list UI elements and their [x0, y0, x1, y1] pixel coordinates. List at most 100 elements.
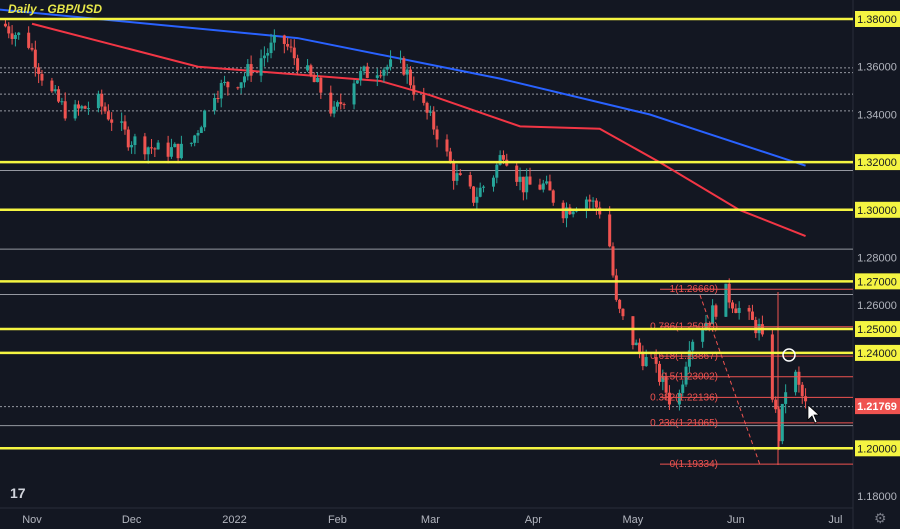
- time-tick-label: May: [623, 514, 644, 526]
- key-level-badge: [855, 321, 900, 338]
- candle-body: [106, 111, 110, 120]
- candle-body: [687, 350, 691, 367]
- candle-body: [150, 147, 154, 149]
- candle-body: [312, 75, 316, 83]
- candle-body: [196, 132, 200, 136]
- candle-body: [153, 148, 157, 150]
- candle-body: [734, 308, 738, 313]
- ma100-line: [31, 22, 806, 237]
- key-level-label: 1.20000: [857, 443, 897, 455]
- candle-body: [329, 92, 333, 114]
- candle-body: [130, 145, 134, 148]
- candle-body: [50, 80, 54, 92]
- candle-body: [515, 165, 519, 182]
- key-level-badge: [855, 344, 900, 361]
- candle-body: [110, 119, 114, 123]
- candle-body: [571, 211, 575, 215]
- chart-title: Daily - GBP/USD: [8, 2, 103, 16]
- candle-body: [565, 207, 569, 219]
- candle-body: [422, 94, 426, 103]
- key-level-label: 1.32000: [857, 157, 897, 169]
- candle-body: [707, 323, 711, 325]
- candle-body: [30, 47, 34, 50]
- candle-body: [804, 396, 808, 402]
- candle-body: [355, 80, 359, 84]
- candle-body: [53, 89, 57, 92]
- candle-body: [408, 69, 412, 86]
- candle-body: [306, 65, 310, 71]
- candle-body: [538, 184, 542, 190]
- candle-body: [156, 142, 160, 150]
- candle-body: [638, 342, 642, 353]
- candle-body: [27, 32, 31, 48]
- candle-body: [664, 376, 668, 393]
- candle-body: [123, 121, 127, 130]
- key-level-label: 1.24000: [857, 348, 897, 360]
- candle-body: [588, 199, 592, 202]
- candle-body: [7, 26, 11, 34]
- candle-body: [213, 98, 217, 111]
- tradingview-logo-icon: 17: [10, 485, 26, 501]
- candle-body: [797, 371, 801, 385]
- candle-body: [747, 307, 751, 312]
- key-level-badge: [855, 201, 900, 218]
- candle-body: [120, 121, 124, 123]
- candle-body: [40, 73, 44, 81]
- candle-body: [100, 93, 104, 107]
- candle-body: [382, 69, 386, 76]
- candle-body: [594, 200, 598, 208]
- candle-body: [166, 142, 170, 157]
- candle-body: [455, 173, 459, 181]
- price-tick-label: 1.18000: [857, 491, 897, 503]
- candle-body: [425, 102, 429, 113]
- candle-body: [691, 341, 695, 351]
- candle-body: [335, 102, 339, 107]
- candle-body: [584, 199, 588, 211]
- candle-body: [498, 155, 502, 165]
- settings-gear-icon[interactable]: ⚙: [874, 510, 887, 526]
- candle-body: [389, 59, 393, 67]
- candle-body: [133, 136, 137, 146]
- time-tick-label: Dec: [122, 514, 142, 526]
- candle-body: [634, 342, 638, 346]
- time-tick-label: Nov: [22, 514, 42, 526]
- candle-body: [269, 42, 273, 54]
- candle-body: [375, 75, 379, 78]
- candle-body: [800, 384, 804, 397]
- candle-body: [478, 187, 482, 197]
- candle-body: [621, 308, 625, 317]
- price-tick-label: 1.34000: [857, 109, 897, 121]
- candle-body: [17, 32, 21, 36]
- time-tick-label: Jul: [828, 514, 842, 526]
- candle-body: [262, 55, 266, 59]
- candle-body: [60, 101, 64, 103]
- candle-body: [309, 65, 313, 76]
- candle-body: [608, 214, 612, 247]
- candle-body: [103, 106, 107, 112]
- candle-body: [385, 66, 389, 70]
- candle-body: [491, 177, 495, 187]
- candle-body: [339, 102, 343, 105]
- candle-body: [661, 376, 665, 382]
- candle-body: [226, 81, 230, 88]
- candle-body: [76, 104, 80, 109]
- last-price-badge: [855, 398, 900, 415]
- key-level-label: 1.38000: [857, 14, 897, 26]
- candle-body: [545, 181, 549, 184]
- fib-level-label: 1(1.26669): [670, 284, 718, 295]
- time-tick-label: Apr: [525, 514, 542, 526]
- candle-body: [239, 82, 243, 89]
- key-level-label: 1.30000: [857, 205, 897, 217]
- candle-body: [468, 175, 472, 187]
- candle-body: [193, 135, 197, 143]
- candle-body: [412, 85, 416, 95]
- highlight-circle-marker: [782, 348, 796, 362]
- candle-body: [63, 101, 67, 119]
- candle-body: [770, 334, 774, 400]
- candle-body: [750, 311, 754, 320]
- candle-body: [551, 190, 555, 203]
- candle-body: [10, 33, 14, 39]
- candle-body: [266, 53, 270, 56]
- candle-body: [495, 164, 499, 178]
